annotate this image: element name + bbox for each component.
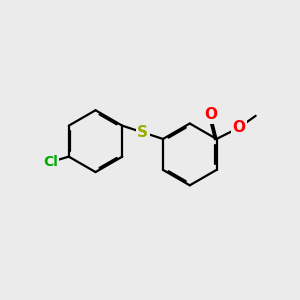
Text: O: O (232, 120, 245, 135)
Text: S: S (137, 125, 148, 140)
Text: O: O (204, 107, 217, 122)
Text: S: S (137, 125, 148, 140)
Text: Cl: Cl (43, 155, 58, 169)
